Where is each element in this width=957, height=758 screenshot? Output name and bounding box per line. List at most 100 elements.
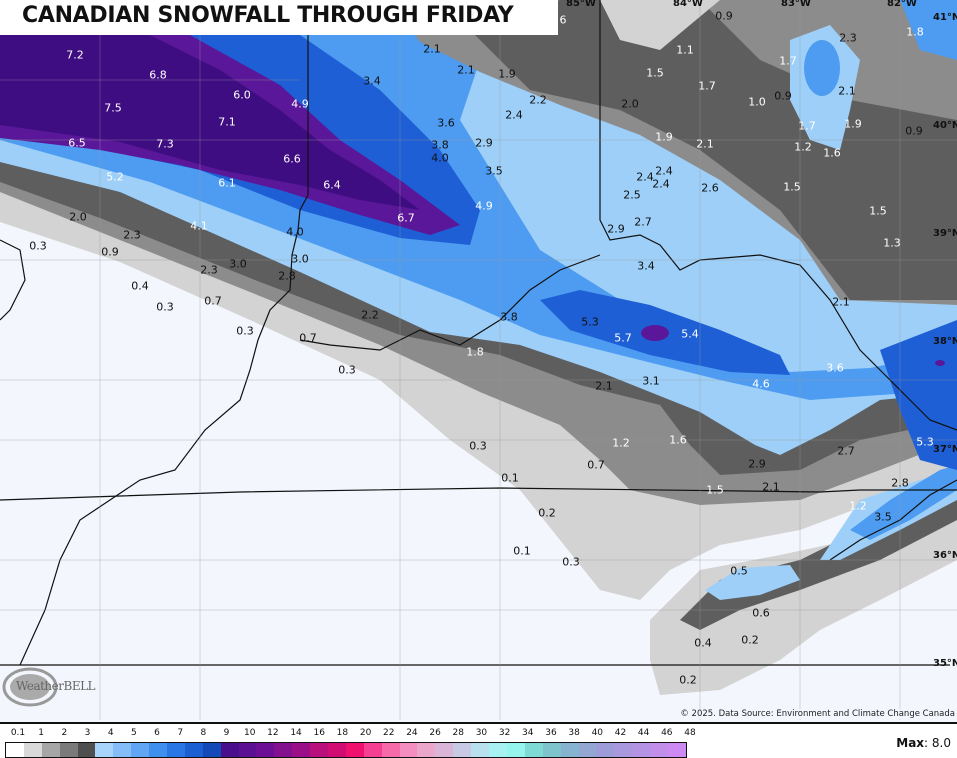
snowfall-value-label: 0.6 bbox=[752, 606, 770, 620]
snowfall-value-label: 3.1 bbox=[642, 374, 660, 388]
latitude-label: 35°N bbox=[933, 658, 957, 669]
legend-swatch bbox=[292, 743, 311, 757]
latitude-label: 39°N bbox=[933, 228, 957, 239]
legend-tick-label: 1 bbox=[38, 728, 45, 738]
snowfall-value-label: 0.3 bbox=[562, 555, 580, 569]
max-number: 8.0 bbox=[931, 736, 951, 750]
snowfall-value-label: 1.7 bbox=[698, 79, 716, 93]
snowfall-contours bbox=[0, 0, 957, 720]
longitude-label: 85°W bbox=[566, 0, 596, 9]
snowfall-value-label: 1.7 bbox=[779, 54, 797, 68]
snowfall-value-label: 2.7 bbox=[837, 444, 855, 458]
snowfall-value-label: 4.1 bbox=[190, 219, 208, 233]
snowfall-value-label: 2.1 bbox=[696, 137, 714, 151]
legend-swatch bbox=[238, 743, 257, 757]
legend-swatch bbox=[131, 743, 150, 757]
snowfall-value-label: 1.9 bbox=[844, 117, 862, 131]
snowfall-value-label: 2.4 bbox=[655, 164, 673, 178]
band-blue-se bbox=[850, 465, 957, 540]
county-borders bbox=[0, 0, 957, 720]
longitude-label: 82°W bbox=[887, 0, 917, 9]
snowfall-value-label: 2.1 bbox=[832, 295, 850, 309]
legend-tick-label: 44 bbox=[637, 728, 650, 738]
snowfall-value-label: 2.2 bbox=[529, 93, 547, 107]
legend-tick-label: 0.1 bbox=[10, 728, 26, 738]
snowfall-value-label: 2.8 bbox=[278, 269, 296, 283]
snowfall-value-label: 4.0 bbox=[286, 225, 304, 239]
band-dark-purple bbox=[0, 35, 420, 210]
snowfall-value-label: 5.4 bbox=[681, 327, 699, 341]
snowfall-value-label: 0.9 bbox=[715, 9, 733, 23]
snowfall-value-label: 3.8 bbox=[500, 310, 518, 324]
legend-swatch bbox=[650, 743, 668, 757]
snowfall-value-label: 2.3 bbox=[200, 263, 218, 277]
legend-swatch bbox=[256, 743, 275, 757]
legend-color-bar bbox=[5, 742, 687, 758]
snowfall-value-label: 6.5 bbox=[68, 136, 86, 150]
legend-swatch bbox=[363, 743, 382, 757]
legend-swatch bbox=[310, 743, 329, 757]
latitude-label: 37°N bbox=[933, 444, 957, 455]
snowfall-value-label: 0.3 bbox=[29, 239, 47, 253]
legend-swatch bbox=[560, 743, 579, 757]
weatherbell-logo: WeatherBELL bbox=[2, 665, 96, 710]
legend-tick-label: 7 bbox=[177, 728, 184, 738]
legend-tick-label: 30 bbox=[475, 728, 488, 738]
snowfall-value-label: 2.1 bbox=[423, 42, 441, 56]
legend: 0.1 1 2 3 4 5 6 7 8 9 10 12 14 16 18 20 22 24 26 28 30 32 34 36… bbox=[0, 722, 957, 758]
snowfall-value-label: 7.5 bbox=[104, 101, 122, 115]
snowfall-value-label: 1.7 bbox=[798, 119, 816, 133]
legend-swatch bbox=[381, 743, 400, 757]
legend-swatch bbox=[471, 743, 490, 757]
max-label: Max bbox=[896, 736, 925, 750]
snowfall-value-label: 2.1 bbox=[595, 379, 613, 393]
snowfall-value-label: 5.7 bbox=[614, 331, 632, 345]
snowfall-value-label: 7.1 bbox=[218, 115, 236, 129]
snowfall-value-label: 2.5 bbox=[623, 188, 641, 202]
snowfall-value-label: 1.0 bbox=[748, 95, 766, 109]
legend-tick-label: 2 bbox=[61, 728, 68, 738]
legend-swatch bbox=[41, 743, 60, 757]
legend-swatch bbox=[453, 743, 472, 757]
legend-tick-label: 24 bbox=[406, 728, 418, 738]
legend-tick-label: 42 bbox=[614, 728, 627, 738]
latitude-label: 40°N bbox=[933, 120, 957, 131]
legend-swatch bbox=[23, 743, 42, 757]
legend-swatch bbox=[59, 743, 78, 757]
snowfall-value-label: 2.8 bbox=[891, 476, 909, 490]
snowfall-value-label: 1.5 bbox=[869, 204, 887, 218]
snowfall-value-label: 0.9 bbox=[101, 245, 119, 259]
snowfall-value-label: 0.7 bbox=[204, 294, 222, 308]
data-source-credit: © 2025. Data Source: Environment and Cli… bbox=[678, 709, 957, 719]
legend-tick-label: 4 bbox=[107, 728, 114, 738]
legend-tick-label: 26 bbox=[429, 728, 441, 738]
legend-tick-label: 46 bbox=[661, 728, 673, 738]
snowfall-value-label: 0.2 bbox=[538, 506, 556, 520]
map-title: CANADIAN SNOWFALL THROUGH FRIDAY bbox=[0, 0, 558, 35]
legend-swatch bbox=[77, 743, 96, 757]
legend-swatch bbox=[328, 743, 346, 757]
legend-tick-label: 6 bbox=[154, 728, 160, 738]
snowfall-value-label: 6.8 bbox=[149, 68, 167, 82]
legend-swatch bbox=[113, 743, 132, 757]
snowfall-value-label: 6.6 bbox=[283, 152, 301, 166]
legend-tick-label: 22 bbox=[383, 728, 395, 738]
legend-swatch bbox=[184, 743, 203, 757]
legend-tick-label: 16 bbox=[313, 728, 325, 738]
legend-swatch bbox=[6, 743, 24, 757]
snowfall-value-label: 6.1 bbox=[218, 176, 236, 190]
legend-swatch bbox=[506, 743, 525, 757]
snowfall-map: CANADIAN SNOWFALL THROUGH FRIDAY 85°W 84… bbox=[0, 0, 957, 722]
snowfall-value-label: 2.6 bbox=[701, 181, 719, 195]
legend-tick-label: 18 bbox=[336, 728, 349, 738]
snowfall-value-label: 6.7 bbox=[397, 211, 415, 225]
latitude-label: 41°N bbox=[933, 12, 957, 23]
legend-tick-label: 10 bbox=[243, 728, 256, 738]
snowfall-value-label: 2.1 bbox=[838, 84, 856, 98]
snowfall-value-label: 0.7 bbox=[299, 331, 317, 345]
legend-swatch bbox=[524, 743, 543, 757]
snowfall-value-label: 3.4 bbox=[637, 259, 655, 273]
snowfall-value-label: 2.0 bbox=[69, 210, 87, 224]
legend-swatch bbox=[632, 743, 651, 757]
legend-swatch bbox=[167, 743, 185, 757]
